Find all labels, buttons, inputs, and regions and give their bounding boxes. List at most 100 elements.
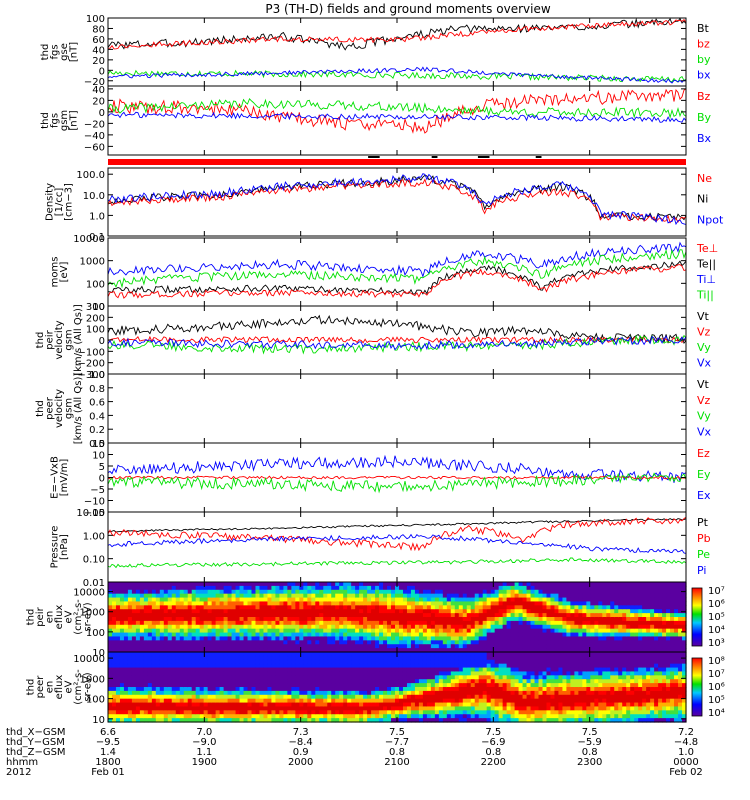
spectrogram-cell bbox=[670, 628, 675, 634]
spectrogram-cell bbox=[139, 679, 145, 684]
spectrogram-cell bbox=[450, 687, 456, 692]
spectrogram-cell bbox=[139, 663, 145, 669]
spectrogram-cell bbox=[219, 714, 225, 719]
spectrogram-cell bbox=[414, 706, 420, 711]
spectrogram-cell bbox=[183, 706, 189, 711]
spectrogram-cell bbox=[458, 655, 464, 661]
spectrogram-cell bbox=[430, 714, 436, 719]
spectrogram-cell bbox=[371, 585, 376, 591]
spectrogram-cell bbox=[379, 644, 384, 649]
spectrogram-cell bbox=[371, 718, 376, 723]
spectrogram-cell bbox=[514, 605, 520, 610]
spectrogram-cell bbox=[502, 585, 508, 591]
spectrogram-cell bbox=[570, 589, 575, 595]
spectrogram-cell bbox=[111, 687, 117, 692]
spectrogram-cell bbox=[538, 640, 544, 645]
spectrogram-cell bbox=[490, 694, 496, 700]
spectrogram-cell bbox=[275, 671, 281, 676]
spectrogram-cell bbox=[562, 601, 568, 606]
spectrogram-cell bbox=[446, 652, 452, 657]
spectrogram-cell bbox=[478, 640, 484, 645]
spectrogram-cell bbox=[287, 679, 292, 684]
legend-entry: Te⊥ bbox=[696, 242, 718, 255]
spectrogram-cell bbox=[406, 710, 412, 715]
spectrogram-cell bbox=[247, 718, 253, 723]
spectrogram-cell bbox=[315, 663, 320, 669]
spectrogram-cell bbox=[482, 667, 488, 673]
spectrogram-cell bbox=[662, 628, 667, 634]
spectrogram-cell bbox=[646, 617, 651, 622]
spectrogram-cell bbox=[108, 636, 113, 641]
spectrogram-cell bbox=[518, 702, 524, 708]
spectrogram-cell bbox=[271, 644, 277, 649]
spectrogram-cell bbox=[363, 585, 368, 591]
spectrogram-cell bbox=[183, 582, 189, 587]
spectrogram-cell bbox=[243, 636, 249, 641]
spectrogram-cell bbox=[442, 667, 448, 673]
spectrogram-cell bbox=[351, 652, 356, 657]
spectrogram-cell bbox=[654, 636, 659, 641]
spectrogram-cell bbox=[402, 644, 408, 649]
spectrogram-cell bbox=[422, 609, 428, 614]
spectrogram-cell bbox=[538, 593, 544, 599]
spectrogram-cell bbox=[414, 644, 420, 649]
spectrogram-cell bbox=[271, 589, 277, 595]
spectrogram-cell bbox=[379, 648, 384, 653]
spectrogram-cell bbox=[530, 640, 536, 645]
spectrogram-cell bbox=[590, 624, 595, 630]
spectrogram-cell bbox=[622, 620, 627, 626]
spectrogram-cell bbox=[582, 582, 587, 587]
spectrogram-cell bbox=[478, 698, 484, 704]
spectrogram-cell bbox=[147, 624, 153, 630]
spectrogram-cell bbox=[387, 698, 392, 704]
spectrogram-cell bbox=[239, 698, 245, 704]
spectrogram-cell bbox=[391, 620, 396, 626]
spectrogram-cell bbox=[343, 710, 348, 715]
spectrogram-cell bbox=[359, 710, 364, 715]
spectrogram-cell bbox=[462, 683, 468, 688]
spectrogram-cell bbox=[478, 694, 484, 700]
y-tick-label: −20 bbox=[84, 119, 105, 130]
spectrogram-cell bbox=[215, 655, 221, 661]
spectrogram-cell bbox=[438, 585, 444, 591]
spectrogram-cell bbox=[331, 585, 336, 591]
spectrogram-cell bbox=[371, 644, 376, 649]
spectrogram-cell bbox=[219, 718, 225, 723]
spectrogram-cell bbox=[319, 632, 324, 638]
spectrogram-cell bbox=[267, 702, 273, 708]
spectrogram-cell bbox=[295, 605, 300, 610]
spectrogram-cell bbox=[287, 663, 292, 669]
spectrogram-cell bbox=[111, 617, 117, 622]
spectrogram-cell bbox=[490, 613, 496, 618]
spectrogram-cell bbox=[430, 601, 436, 606]
spectrogram-cell bbox=[574, 624, 579, 630]
spectrogram-cell bbox=[331, 601, 336, 606]
spectrogram-cell bbox=[518, 675, 524, 680]
spectrogram-cell bbox=[630, 589, 635, 595]
spectrogram-cell bbox=[398, 675, 404, 680]
spectrogram-cell bbox=[347, 663, 352, 669]
spectrogram-cell bbox=[347, 628, 352, 634]
spectrogram-cell bbox=[179, 640, 185, 645]
spectrogram-cell bbox=[219, 663, 225, 669]
spectrogram-cell bbox=[303, 714, 308, 719]
spectrogram-cell bbox=[275, 582, 281, 587]
spectrogram-cell bbox=[187, 624, 193, 630]
y-axis-label-line: eflux bbox=[54, 605, 65, 630]
spectrogram-cell bbox=[255, 710, 261, 715]
spectrogram-cell bbox=[227, 593, 233, 599]
spectrogram-cell bbox=[179, 613, 185, 618]
spectrogram-cell bbox=[115, 671, 121, 676]
spectrogram-cell bbox=[343, 620, 348, 626]
spectrogram-cell bbox=[470, 597, 476, 603]
spectrogram-cell bbox=[410, 694, 416, 700]
spectrogram-cell bbox=[674, 609, 679, 614]
spectrogram-cell bbox=[263, 601, 269, 606]
spectrogram-cell bbox=[538, 671, 544, 676]
spectrogram-cell bbox=[462, 582, 468, 587]
spectrogram-cell bbox=[123, 617, 129, 622]
spectrogram-cell bbox=[375, 620, 380, 626]
spectrogram-cell bbox=[267, 628, 273, 634]
spectrogram-cell bbox=[355, 652, 360, 657]
spectrogram-cell bbox=[606, 617, 611, 622]
